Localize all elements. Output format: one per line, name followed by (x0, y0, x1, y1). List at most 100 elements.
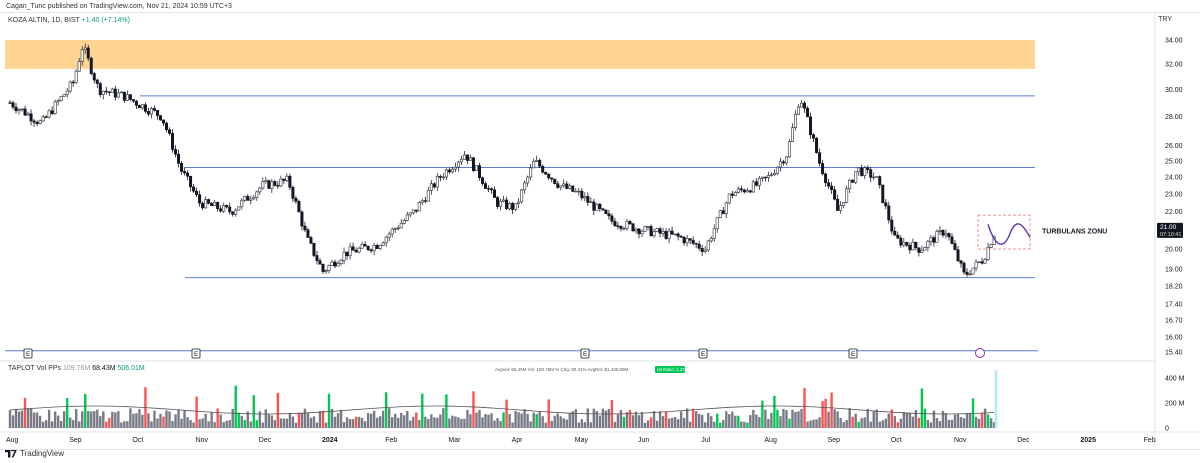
turbulence-curve (987, 223, 1031, 245)
volume-bar (369, 413, 373, 428)
candle-body (140, 104, 144, 109)
volume-bar (87, 411, 90, 428)
candle-body (270, 181, 274, 189)
volume-bar (821, 401, 824, 428)
candle-body (736, 188, 740, 193)
candle-body (342, 251, 346, 261)
volume-bar (947, 419, 951, 428)
candle-body (514, 203, 518, 210)
volume-bar (658, 411, 662, 428)
volume-bar (959, 417, 963, 428)
candle-body (300, 211, 304, 227)
volume-bar (433, 417, 436, 428)
volume-bar (562, 418, 565, 428)
volume-bar (38, 415, 42, 428)
candle-body (950, 236, 954, 244)
volume-bar (716, 413, 719, 428)
x-tick-label: 2024 (322, 437, 338, 444)
candle-body (195, 190, 199, 195)
volume-bar (442, 408, 445, 428)
candle-body (911, 241, 915, 251)
candle-body (640, 230, 644, 235)
volume-bar (893, 416, 896, 428)
candle-body (423, 200, 427, 202)
candle-body (655, 228, 659, 232)
publisher-line: Cagan_Tunc published on TradingView.com,… (6, 3, 232, 10)
candle-body (125, 94, 129, 101)
candle-body (351, 246, 355, 251)
candle-body (989, 244, 993, 248)
candle-body (198, 194, 202, 204)
volume-bar (451, 415, 454, 428)
volume-bar (920, 388, 924, 428)
volume-bar (833, 409, 836, 428)
volume-bar (568, 413, 571, 428)
volume-bar (634, 411, 638, 428)
volume-bar (860, 418, 863, 428)
volume-bar (44, 420, 48, 428)
volume-bar (192, 422, 195, 428)
volume-bar (282, 418, 286, 428)
volume-bar (105, 421, 108, 428)
candle-body (968, 273, 972, 276)
volume-bar (463, 418, 466, 428)
earnings-marker-label: E (851, 351, 856, 358)
candle-body (306, 229, 310, 238)
candle-body (174, 149, 178, 155)
candle-body (50, 110, 54, 114)
candle-body (378, 245, 382, 249)
volume-bar (812, 419, 815, 428)
candle-body (387, 233, 391, 238)
volume-bar (691, 408, 695, 428)
candle-body (14, 106, 18, 112)
volume-bar (20, 410, 24, 428)
symbol-change: +1.40 (+7.14%) (81, 17, 130, 24)
candle-body (887, 205, 891, 221)
volume-bar (309, 417, 313, 428)
volume-bar (890, 409, 893, 428)
candle-body (288, 175, 292, 188)
volume-bar (261, 422, 264, 428)
candle-body (893, 230, 897, 236)
volume-bar (535, 414, 538, 428)
candle-body (830, 185, 834, 191)
volume-bar (288, 412, 292, 428)
volume-bar (977, 418, 981, 428)
candle-body (965, 271, 969, 275)
volume-bar (216, 408, 219, 428)
volume-bar (391, 417, 394, 428)
earnings-marker (580, 348, 590, 359)
currency-label: TRY (1158, 16, 1172, 23)
candle-body (71, 81, 75, 84)
volume-bar (917, 417, 921, 428)
volume-bar (258, 411, 261, 428)
volume-bar (195, 396, 198, 428)
candle-body (312, 242, 316, 256)
volume-bar (171, 420, 174, 428)
candle-body (390, 228, 394, 235)
volume-bar (502, 412, 505, 428)
candle-body (456, 161, 460, 168)
volume-bar (571, 411, 574, 428)
candle-body (237, 206, 241, 211)
volume-bar (682, 417, 686, 428)
candle-body (724, 202, 728, 215)
candle-body (628, 221, 632, 224)
candle-body (860, 167, 864, 176)
volume-bar (643, 422, 647, 428)
volume-bar (315, 422, 319, 428)
candle-body (204, 199, 208, 209)
x-tick-label: Nov (954, 437, 967, 444)
candle-body (171, 133, 175, 150)
volume-bar (156, 418, 159, 428)
candle-body (201, 202, 205, 209)
volume-bar (986, 414, 990, 428)
volume-bar (234, 385, 237, 428)
volume-bar (53, 411, 57, 428)
candle-body (444, 169, 448, 178)
volume-bar (734, 415, 737, 428)
x-tick-label: 2025 (1080, 437, 1096, 444)
volume-bar (17, 411, 21, 428)
candle-body (95, 79, 99, 84)
